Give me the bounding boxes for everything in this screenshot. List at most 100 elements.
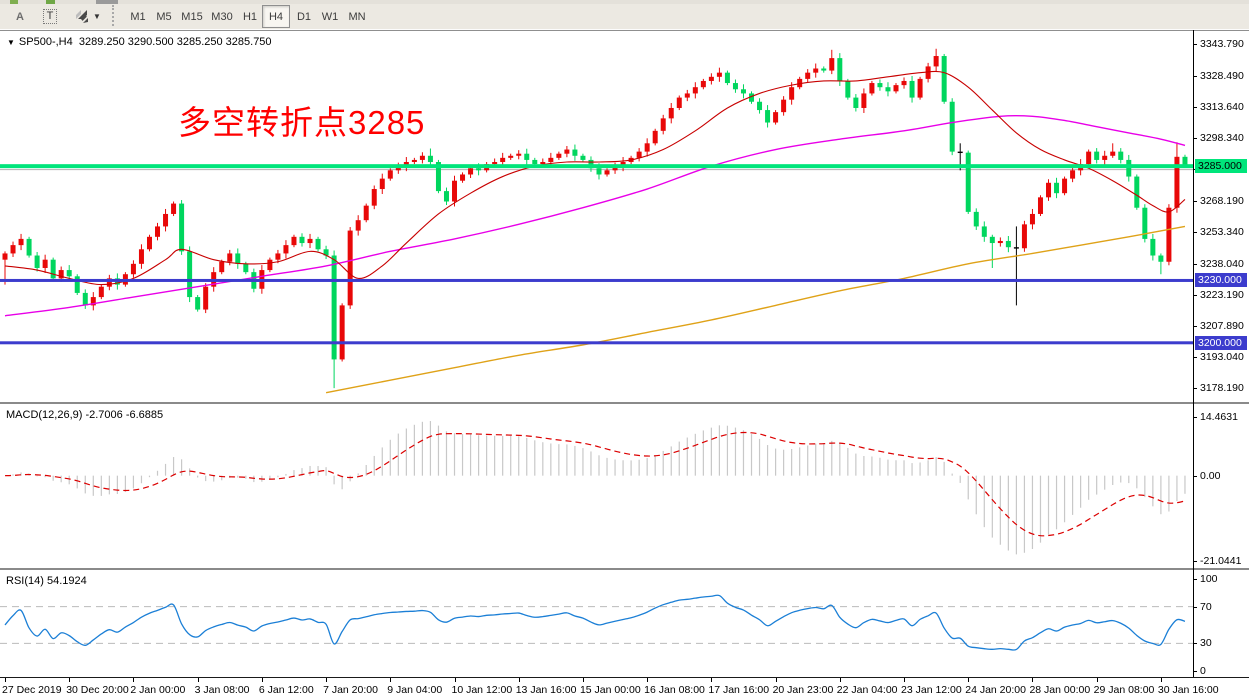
candle xyxy=(724,72,730,84)
horizontal-level-line xyxy=(0,341,1193,345)
candle xyxy=(2,253,8,260)
candle xyxy=(1118,151,1124,160)
timeframe-m15-button[interactable]: M15 xyxy=(181,10,203,23)
candle xyxy=(765,110,771,123)
candle xyxy=(588,159,594,169)
time-axis-tick xyxy=(968,678,970,682)
panel-separator[interactable] xyxy=(0,402,1249,405)
candle xyxy=(227,253,233,262)
axis-tick xyxy=(1193,475,1197,477)
axis-tick xyxy=(1193,263,1197,265)
candle xyxy=(82,292,88,306)
time-axis-tick xyxy=(1096,678,1098,682)
timeframe-h4-button[interactable]: H4 xyxy=(262,5,290,28)
time-axis-label: 30 Jan 16:00 xyxy=(1157,684,1219,696)
candle xyxy=(1142,207,1148,239)
axis-tick xyxy=(1193,561,1197,563)
candle xyxy=(460,174,466,181)
candle xyxy=(171,203,177,214)
candle xyxy=(789,87,795,100)
horizontal-level-line xyxy=(0,278,1193,282)
candle xyxy=(235,253,241,264)
candle xyxy=(893,85,899,92)
candle xyxy=(813,68,819,73)
axis-tick-label: 3193.040 xyxy=(1200,351,1244,364)
candle xyxy=(909,80,915,98)
candle xyxy=(74,276,80,293)
candle xyxy=(853,97,859,108)
candle xyxy=(1029,213,1035,225)
candle xyxy=(1110,151,1116,156)
candle xyxy=(10,245,16,254)
candle xyxy=(452,180,458,202)
time-axis-label: 13 Jan 16:00 xyxy=(515,684,577,696)
time-axis-tick xyxy=(390,678,392,682)
candle xyxy=(837,58,843,81)
candle xyxy=(989,236,995,244)
candle xyxy=(933,56,939,67)
toolbar: A T ▼ M1 M5 M15 M30 H1 H4 D1 W1 MN xyxy=(0,0,1249,31)
axis-tick-label: -21.0441 xyxy=(1200,555,1242,568)
candle xyxy=(435,162,441,192)
timeframe-w1-button[interactable]: W1 xyxy=(321,10,339,23)
axis-tick-label: 3343.790 xyxy=(1200,38,1244,50)
main-price-chart[interactable] xyxy=(0,30,1193,402)
rsi-indicator-panel[interactable] xyxy=(0,570,1193,677)
timeframe-m1-button[interactable]: M1 xyxy=(130,10,146,23)
candle xyxy=(732,83,738,90)
time-axis[interactable]: 27 Dec 2019 30 Dec 20:00 2 Jan 00:00 3 Jan … xyxy=(0,677,1249,700)
candle xyxy=(443,191,449,202)
time-axis-tick xyxy=(1032,678,1034,682)
candle xyxy=(572,149,578,156)
toolbar-top-sliver xyxy=(0,0,1249,4)
time-axis-tick xyxy=(326,678,328,682)
rsi-indicator-label: RSI(14) 54.1924 xyxy=(6,575,87,587)
candle xyxy=(524,153,530,160)
add-text-button[interactable]: T xyxy=(36,5,64,28)
candle xyxy=(644,143,650,152)
axis-tick xyxy=(1193,201,1197,203)
candle xyxy=(42,259,48,268)
axis-tick xyxy=(1193,388,1197,390)
time-axis-tick xyxy=(69,678,71,682)
candle xyxy=(1126,159,1132,177)
timeframe-h1-button[interactable]: H1 xyxy=(242,10,258,23)
symbol-collapse-icon[interactable]: ▼ xyxy=(7,38,15,47)
candle xyxy=(395,166,401,171)
timeframe-m5-button[interactable]: M5 xyxy=(156,10,172,23)
candle xyxy=(805,72,811,79)
candle xyxy=(58,270,64,279)
candle xyxy=(203,286,209,310)
candle xyxy=(468,168,474,175)
candle xyxy=(1150,238,1156,256)
candle xyxy=(564,149,570,154)
candle xyxy=(275,253,281,260)
toolbar-grip[interactable] xyxy=(112,5,119,26)
candle xyxy=(1021,224,1027,249)
time-axis-tick xyxy=(582,678,584,682)
time-axis-tick xyxy=(261,678,263,682)
candle xyxy=(1174,156,1180,208)
timeframe-m30-button[interactable]: M30 xyxy=(211,10,233,23)
macd-indicator-panel[interactable] xyxy=(0,404,1193,568)
arrows-tool-button[interactable]: ▼ xyxy=(70,5,106,28)
time-axis-tick xyxy=(518,678,520,682)
candle xyxy=(138,249,144,264)
candle xyxy=(1166,207,1172,262)
text-box-icon: T xyxy=(42,9,58,24)
time-axis-tick xyxy=(133,678,135,682)
time-axis-label: 24 Jan 20:00 xyxy=(965,684,1026,696)
add-text-label-button[interactable]: A xyxy=(16,10,24,23)
axis-tick xyxy=(1193,671,1197,672)
candle xyxy=(1070,170,1076,179)
candle xyxy=(997,240,1003,244)
candle xyxy=(187,251,193,298)
timeframe-mn-button[interactable]: MN xyxy=(348,10,366,23)
toolbar-fragment-icon xyxy=(96,0,118,4)
candle xyxy=(684,93,690,98)
timeframe-d1-button[interactable]: D1 xyxy=(296,10,312,23)
panel-separator[interactable] xyxy=(0,568,1249,571)
candle xyxy=(885,87,891,92)
candle xyxy=(18,238,24,246)
candle xyxy=(243,263,249,273)
